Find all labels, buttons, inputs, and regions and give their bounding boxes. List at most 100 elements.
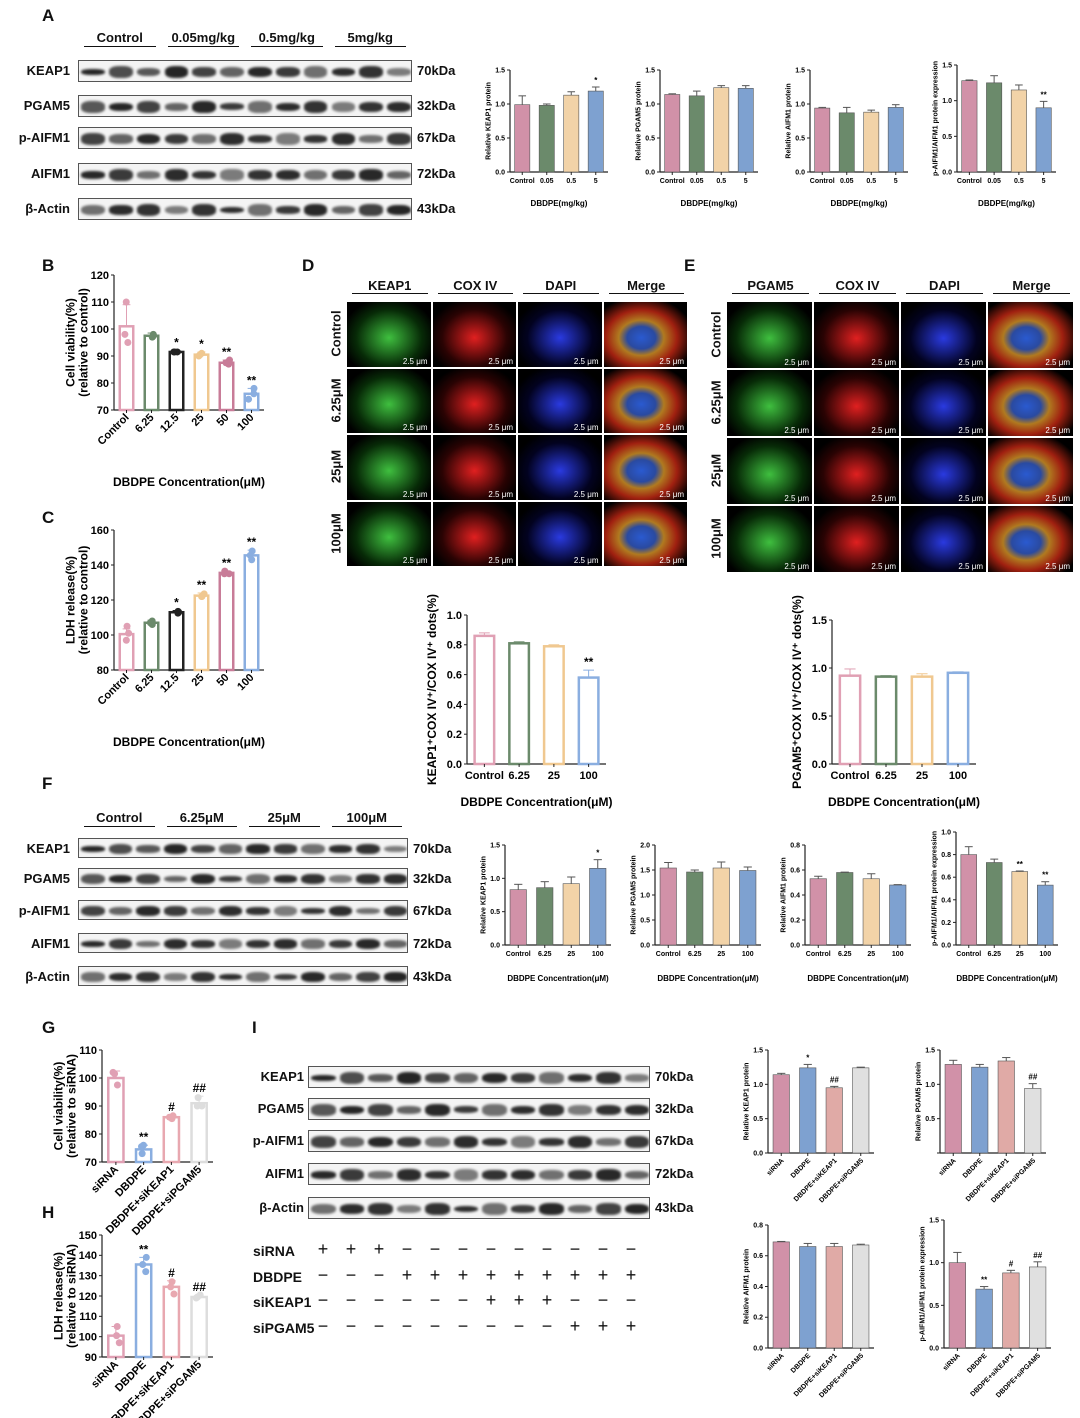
y-tick-label: 0.2 [941, 920, 951, 927]
y-axis-label-secondary: (relative to control) [76, 288, 90, 397]
blot-band [425, 1104, 450, 1116]
bar [738, 88, 753, 172]
bar [998, 1061, 1014, 1153]
blot-band [276, 170, 300, 181]
micrograph: 2.5 μm [727, 370, 812, 436]
data-point [247, 552, 254, 559]
bar [689, 96, 704, 172]
blot-band [81, 69, 105, 76]
y-tick-label: 1.0 [812, 663, 827, 675]
blot-band [301, 908, 325, 915]
scale-bar-label: 2.5 μm [958, 426, 983, 435]
scale-bar-label: 2.5 μm [1045, 358, 1070, 367]
x-axis-label: DBDPE(mg/kg) [531, 199, 588, 208]
bar [544, 646, 564, 764]
bar [815, 108, 830, 172]
x-tick-label: 25 [1016, 951, 1024, 958]
bar [876, 677, 896, 764]
treatment-sign: − [481, 1239, 501, 1260]
y-tick-label: 0.5 [929, 1303, 939, 1310]
blot-band [109, 973, 133, 982]
micrograph: 2.5 μm [518, 369, 602, 434]
micrograph: 2.5 μm [901, 438, 986, 504]
x-tick-label: Control [465, 770, 504, 782]
scale-bar-label: 2.5 μm [871, 494, 896, 503]
blot-strip [78, 900, 408, 920]
treatment-sign: + [481, 1265, 501, 1286]
y-tick-label: 150 [79, 1230, 97, 1242]
significance-marker: ** [222, 345, 232, 359]
x-tick-label: 6.25 [133, 412, 157, 436]
data-point [114, 1082, 121, 1089]
y-tick-label: 0.2 [790, 917, 800, 924]
y-tick-label: 0.5 [495, 135, 505, 142]
treatment-sign: − [397, 1316, 417, 1337]
scale-bar-label: 2.5 μm [488, 357, 513, 366]
y-tick-label: 1.0 [645, 101, 655, 108]
data-point [250, 390, 257, 397]
protein-label: β-Actin [2, 201, 70, 216]
blot-band [301, 844, 325, 854]
y-axis-label: LDH release(%) [63, 556, 77, 644]
data-point [113, 1332, 120, 1339]
bar [245, 555, 259, 670]
blot-band [219, 876, 243, 882]
x-tick-label: DBDPE [962, 1157, 985, 1180]
bar [510, 890, 526, 945]
bar [563, 884, 579, 945]
blot-band [109, 66, 133, 78]
blot-band [248, 101, 272, 113]
blot-band [596, 1072, 621, 1084]
bar-chart-i4: 0.00.51.01.5siRNA**DBDPE#DBDPE+siKEAP1##… [900, 1210, 1055, 1410]
bar [195, 596, 209, 670]
micrograph: 2.5 μm [814, 302, 899, 368]
treatment-sign: + [565, 1316, 585, 1337]
protein-label: p-AIFM1 [2, 130, 70, 145]
protein-label: β-Actin [236, 1200, 304, 1215]
blot-band [511, 1170, 536, 1181]
y-tick-label: 0.6 [790, 867, 800, 874]
treatment-sign: − [537, 1316, 557, 1337]
x-tick-label: 6.25 [538, 951, 552, 958]
scale-bar-label: 2.5 μm [784, 358, 809, 367]
treatment-sign: − [341, 1265, 361, 1286]
x-tick-label: 6.25 [508, 770, 529, 782]
blot-band [304, 66, 328, 77]
bar [888, 107, 903, 172]
y-axis-label: Relative AIFM1 protein [780, 857, 787, 932]
protein-label: KEAP1 [2, 63, 70, 78]
data-point [123, 637, 130, 644]
x-tick-label: siRNA [942, 1352, 962, 1372]
blot-band [276, 206, 300, 214]
blot-band [192, 171, 216, 180]
micrograph: 2.5 μm [988, 370, 1073, 436]
blot-band [482, 1203, 507, 1215]
blot-band [219, 844, 243, 854]
x-tick-label: 6.25 [133, 672, 157, 696]
x-tick-label: Control [95, 412, 131, 448]
y-tick-label: 120 [79, 1291, 97, 1303]
y-tick-label: 1.5 [490, 842, 500, 849]
micrograph: 2.5 μm [433, 502, 517, 567]
channel-header: KEAP1 [352, 278, 428, 294]
micrograph: 2.5 μm [814, 438, 899, 504]
y-tick-label: 100 [79, 1332, 97, 1344]
blot-band [332, 102, 356, 112]
blot-band [539, 1138, 564, 1145]
x-axis-label: DBDPE(mg/kg) [831, 199, 888, 208]
blot-band [625, 1204, 650, 1214]
condition-label: Control [709, 302, 724, 368]
y-tick-label: 90 [97, 351, 109, 363]
scale-bar-label: 2.5 μm [403, 423, 428, 432]
y-tick-label: 70 [85, 1157, 97, 1169]
blot-band [596, 1138, 621, 1145]
bar-chart-i1: 0.00.51.01.5siRNA*DBDPE##DBDPE+siKEAP1DB… [728, 1040, 878, 1215]
blot-band [625, 1105, 650, 1116]
x-tick-label: 100 [235, 672, 256, 693]
y-tick-label: 120 [91, 270, 109, 282]
blot-band [276, 103, 300, 111]
y-tick-label: 0.4 [790, 892, 800, 899]
blot-band [274, 875, 298, 883]
condition-label: 100μM [329, 500, 344, 566]
y-tick-label: 0.0 [447, 759, 462, 771]
